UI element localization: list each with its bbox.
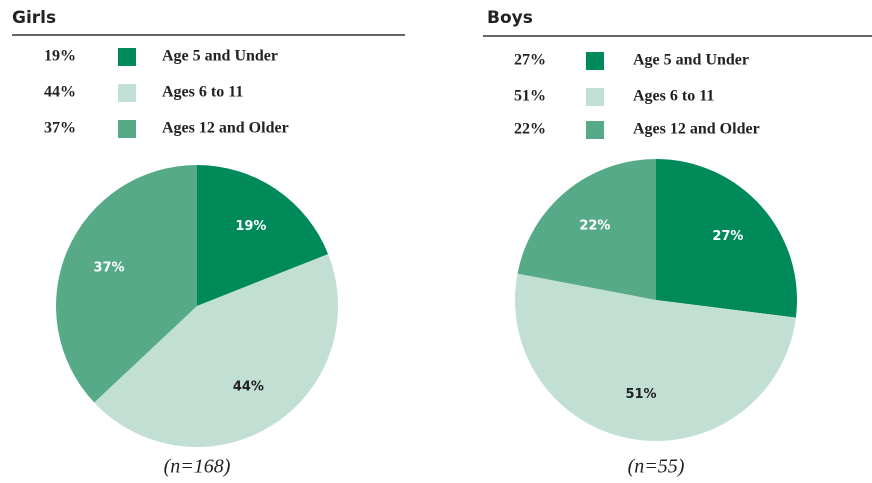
pie-slice (515, 273, 796, 441)
legend-swatch (118, 84, 136, 102)
legend-value: 19% (44, 48, 76, 65)
legend-value: 44% (44, 84, 76, 101)
legend-label: Ages 12 and Older (162, 120, 289, 137)
legend-label: Ages 6 to 11 (162, 84, 243, 101)
pie-slice (197, 165, 329, 306)
slice-label: 51% (625, 387, 656, 402)
sample-note: (n=55) (628, 456, 685, 478)
legend-value: 22% (514, 121, 546, 138)
pie-slice (55, 165, 198, 403)
chart-title: Girls (12, 8, 56, 28)
legend-value: 51% (514, 88, 546, 105)
legend-label: Age 5 and Under (162, 48, 278, 65)
slice-label: 37% (93, 260, 124, 275)
sample-note: (n=168) (164, 456, 231, 478)
legend-value: 37% (44, 120, 76, 137)
legend-swatch (118, 120, 136, 138)
legend-label: Ages 6 to 11 (633, 88, 714, 105)
slice-label: 22% (579, 219, 610, 234)
legend-swatch (118, 48, 136, 66)
chart-title: Boys (487, 8, 533, 28)
legend-swatch (586, 52, 604, 70)
slice-label: 19% (235, 219, 266, 234)
legend-label: Age 5 and Under (633, 52, 749, 69)
slice-label: 27% (712, 229, 743, 244)
pie-slice (517, 159, 656, 300)
slice-label: 44% (233, 379, 264, 394)
legend-swatch (586, 121, 604, 139)
pie-slice (94, 254, 338, 447)
legend-label: Ages 12 and Older (633, 121, 760, 138)
legend-swatch (586, 88, 604, 106)
legend-value: 27% (514, 52, 546, 69)
pie-slice (656, 159, 797, 318)
